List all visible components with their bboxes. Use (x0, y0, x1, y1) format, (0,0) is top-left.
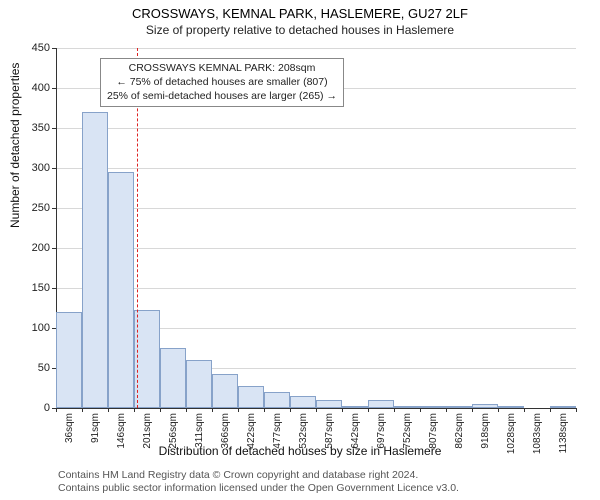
x-tick-mark (160, 408, 161, 412)
histogram-bar (498, 406, 524, 408)
histogram-bar (108, 172, 134, 408)
plot-area: 05010015020025030035040045036sqm91sqm146… (56, 48, 576, 408)
histogram-bar (82, 112, 108, 408)
attribution-line: Contains public sector information licen… (58, 482, 459, 496)
y-tick-label: 400 (20, 82, 50, 94)
x-tick-mark (524, 408, 525, 412)
grid-line (56, 48, 576, 49)
x-tick-mark (56, 408, 57, 412)
histogram-bar (550, 406, 576, 408)
y-tick-label: 100 (20, 322, 50, 334)
x-tick-mark (394, 408, 395, 412)
x-tick-mark (342, 408, 343, 412)
grid-line (56, 208, 576, 209)
y-tick-label: 250 (20, 202, 50, 214)
y-tick-label: 200 (20, 242, 50, 254)
callout-line: ← 75% of detached houses are smaller (80… (107, 75, 337, 89)
histogram-bar (56, 312, 82, 408)
y-tick-label: 450 (20, 42, 50, 54)
histogram-bar (290, 396, 316, 408)
y-tick-label: 150 (20, 282, 50, 294)
x-tick-mark (134, 408, 135, 412)
histogram-bar (420, 406, 446, 408)
histogram-bar (186, 360, 212, 408)
attribution-text: Contains HM Land Registry data © Crown c… (58, 469, 459, 496)
x-tick-mark (472, 408, 473, 412)
histogram-bar (212, 374, 238, 408)
x-tick-mark (108, 408, 109, 412)
x-tick-mark (550, 408, 551, 412)
x-tick-mark (290, 408, 291, 412)
callout-line: CROSSWAYS KEMNAL PARK: 208sqm (107, 61, 337, 75)
chart-container: CROSSWAYS, KEMNAL PARK, HASLEMERE, GU27 … (0, 0, 600, 500)
grid-line (56, 168, 576, 169)
x-tick-mark (82, 408, 83, 412)
histogram-bar (264, 392, 290, 408)
attribution-line: Contains HM Land Registry data © Crown c… (58, 469, 459, 483)
x-tick-mark (576, 408, 577, 412)
histogram-bar (238, 386, 264, 408)
page-title: CROSSWAYS, KEMNAL PARK, HASLEMERE, GU27 … (0, 0, 600, 21)
callout-box: CROSSWAYS KEMNAL PARK: 208sqm← 75% of de… (100, 58, 344, 107)
x-tick-mark (186, 408, 187, 412)
y-tick-label: 50 (20, 362, 50, 374)
x-tick-mark (212, 408, 213, 412)
x-tick-mark (264, 408, 265, 412)
x-tick-mark (316, 408, 317, 412)
histogram-bar (316, 400, 342, 408)
grid-line (56, 248, 576, 249)
x-tick-mark (498, 408, 499, 412)
histogram-bar (342, 406, 368, 408)
x-tick-mark (238, 408, 239, 412)
histogram-bar (446, 406, 472, 408)
histogram-bar (472, 404, 498, 408)
grid-line (56, 128, 576, 129)
y-tick-label: 300 (20, 162, 50, 174)
grid-line (56, 288, 576, 289)
y-tick-label: 0 (20, 402, 50, 414)
x-tick-mark (446, 408, 447, 412)
histogram-bar (368, 400, 394, 408)
histogram-bar (160, 348, 186, 408)
x-axis-label: Distribution of detached houses by size … (0, 444, 600, 458)
x-tick-mark (420, 408, 421, 412)
x-tick-mark (368, 408, 369, 412)
callout-line: 25% of semi-detached houses are larger (… (107, 89, 337, 103)
y-tick-label: 350 (20, 122, 50, 134)
page-subtitle: Size of property relative to detached ho… (0, 23, 600, 37)
histogram-bar (394, 406, 420, 408)
